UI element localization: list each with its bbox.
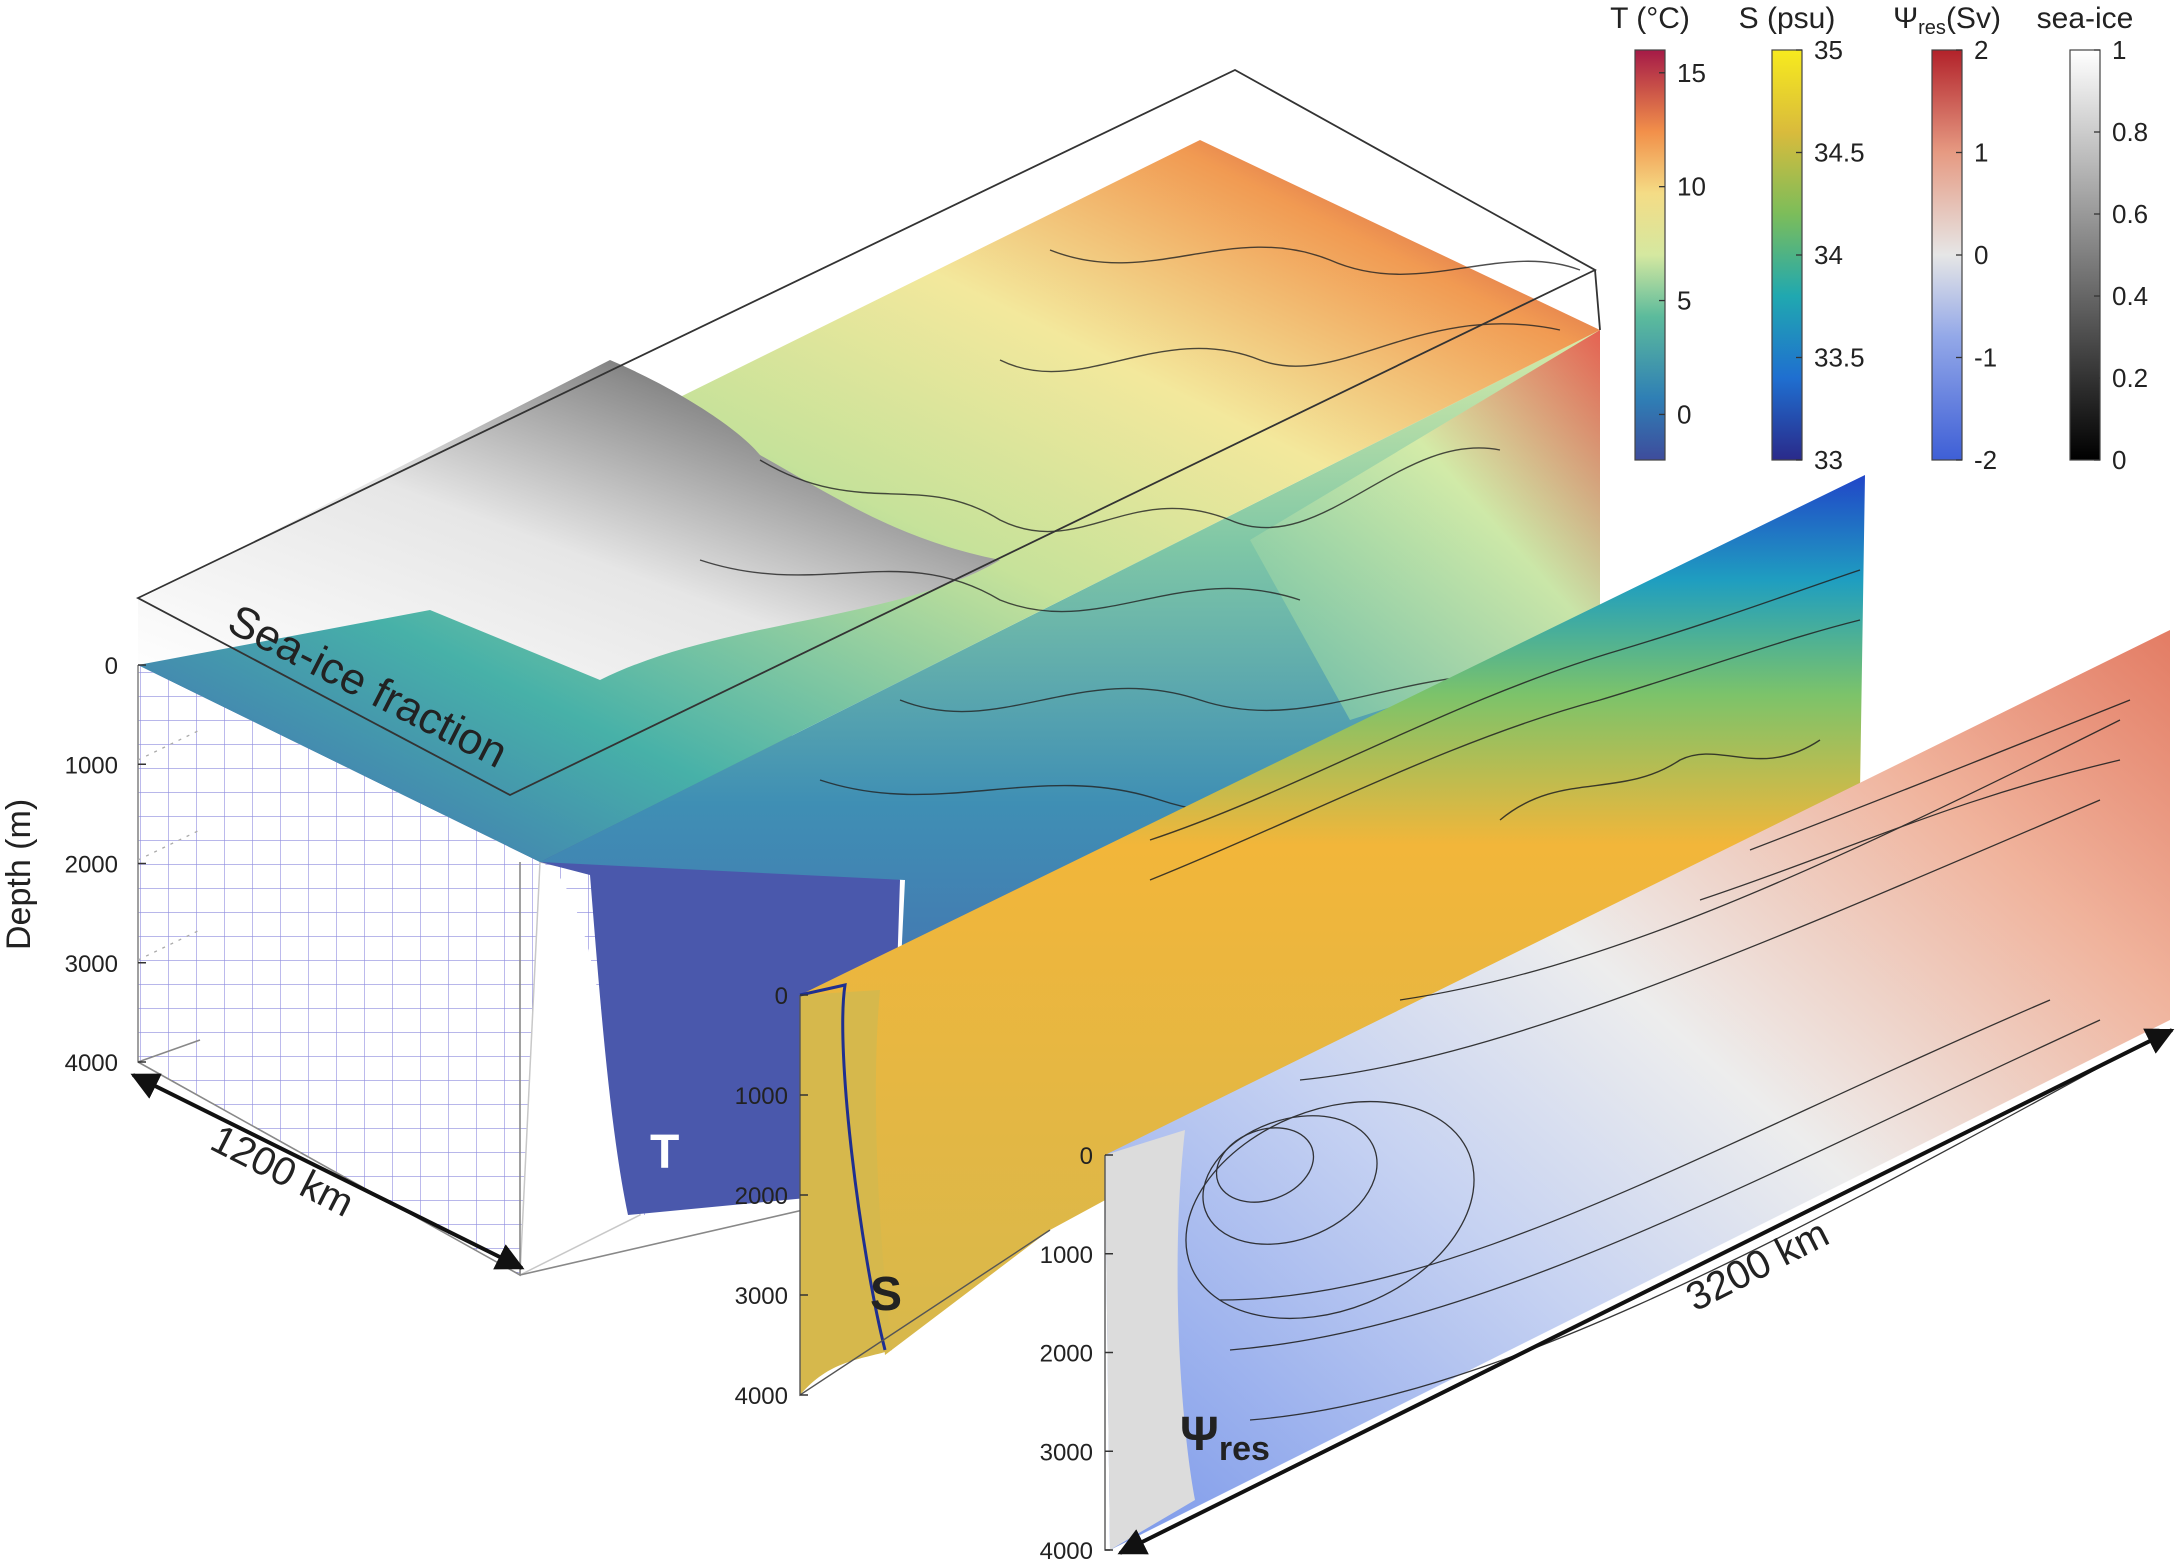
streamfunction-tick-label: -1	[1974, 343, 1997, 373]
psi-title-main: Ψ	[1893, 2, 1918, 35]
s-depth-axis: 0 1000 2000 3000 4000	[735, 983, 808, 1410]
main-depth-axis: Depth (m) 0 1000 2000 3000 4000	[0, 653, 146, 1077]
streamfunction-colorbar-title: Ψres(Sv)	[1893, 2, 2001, 39]
sea-ice-region	[138, 360, 1000, 680]
sea-ice-tick-label: 0.6	[2112, 199, 2148, 229]
sea-ice-tick-label: 0	[2112, 445, 2126, 475]
s-depth-tick-label: 2000	[735, 1183, 788, 1210]
psi-depth-tick-label: 0	[1080, 1143, 1093, 1170]
temperature-tick-label: 0	[1677, 399, 1691, 429]
salinity-tick-label: 34	[1814, 240, 1843, 270]
temperature-colorbar: T (°C) 15 10 5 0	[1610, 2, 1706, 461]
psi-depth-tick-label: 1000	[1040, 1242, 1093, 1269]
temperature-colorbar-gradient	[1634, 49, 1666, 461]
sea-ice-tick-label: 0.8	[2112, 117, 2148, 147]
salinity-tick-label: 34.5	[1814, 138, 1865, 168]
depth-tick-label: 3000	[65, 951, 118, 978]
psi-depth-axis: 0 1000 2000 3000 4000	[1040, 1143, 1113, 1561]
s-depth-tick-label: 0	[775, 983, 788, 1010]
temperature-tick-label: 5	[1677, 286, 1691, 316]
depth-tick-label: 0	[105, 653, 118, 680]
salinity-colorbar-title: S (psu)	[1739, 2, 1836, 35]
psi-depth-tick-label: 3000	[1040, 1439, 1093, 1466]
salinity-panel: S	[799, 475, 1865, 1397]
depth-tick-label: 1000	[65, 752, 118, 779]
T-panel-label: T	[650, 1126, 679, 1179]
psi-depth-tick-label: 2000	[1040, 1341, 1093, 1368]
sea-ice-tick-label: 0.4	[2112, 281, 2148, 311]
streamfunction-colorbar: Ψres(Sv)2 1 0 -1 -2	[1893, 2, 2001, 475]
sea-ice-tick-label: 1	[2112, 35, 2126, 65]
S-section	[800, 475, 1865, 1355]
psi-label-main: Ψ	[1180, 1408, 1219, 1461]
sea-ice-colorbar-title: sea-ice	[2037, 2, 2134, 35]
psi-depth-tick-label: 4000	[1040, 1538, 1093, 1561]
psi-title-sub: res	[1918, 17, 1946, 39]
T-top-surface	[138, 140, 1600, 862]
temperature-tick-label: 10	[1677, 172, 1706, 202]
salinity-tick-label: 35	[1814, 35, 1843, 65]
s-depth-tick-label: 3000	[735, 1283, 788, 1310]
salinity-tick-label: 33	[1814, 445, 1843, 475]
S-panel-label: S	[870, 1268, 902, 1321]
salinity-tick-label: 33.5	[1814, 343, 1865, 373]
depth-tick-label: 4000	[65, 1050, 118, 1077]
streamfunction-tick-label: 0	[1974, 240, 1988, 270]
streamfunction-tick-label: 1	[1974, 138, 1988, 168]
salinity-colorbar: S (psu)35 34.5 34 33.5 33	[1739, 2, 1865, 475]
s-depth-tick-label: 4000	[735, 1383, 788, 1410]
depth-tick-label: 2000	[65, 852, 118, 879]
temperature-tick-label: 15	[1677, 58, 1706, 88]
streamfunction-tick-label: 2	[1974, 35, 1988, 65]
streamfunction-tick-label: -2	[1974, 445, 1997, 475]
temperature-colorbar-title: T (°C)	[1610, 2, 1690, 35]
psi-title-unit: (Sv)	[1946, 2, 2001, 35]
depth-axis-label: Depth (m)	[0, 799, 38, 950]
s-depth-tick-label: 1000	[735, 1083, 788, 1110]
sea-ice-tick-label: 0.2	[2112, 363, 2148, 393]
sea-ice-colorbar-gradient	[2069, 49, 2101, 461]
psi-label-sub: res	[1219, 1430, 1270, 1468]
